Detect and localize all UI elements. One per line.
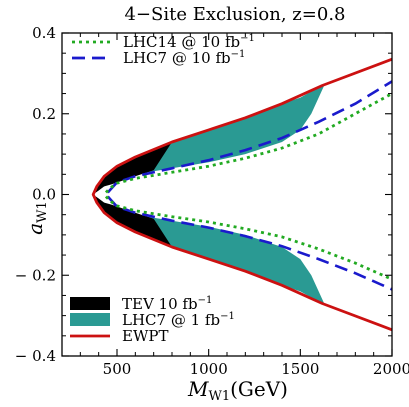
plot-frame xyxy=(61,32,393,357)
tev-10fb-band-upper xyxy=(94,142,172,194)
legend-bottom-2-label-text: EWPT xyxy=(122,327,168,345)
legend-top-0-label-text: LHC14 @ 10 fb xyxy=(123,33,240,51)
x-tick-label: 500 xyxy=(103,360,132,378)
lhc14-10fb-line-lower xyxy=(104,195,393,281)
x-axis-label-main: M xyxy=(187,377,209,401)
legend-top-1-label: LHC7 @ 10 fb−1 xyxy=(123,49,245,67)
chart-title: 4−Site Exclusion, z=0.8 xyxy=(124,4,345,25)
y-tick-label: 0.2 xyxy=(32,105,56,123)
legend-top-0-label-sup: −1 xyxy=(240,33,255,44)
axis-ticks: 500 1000 1500 2000 − 0.4 − 0.2 0.0 0.2 0.4 xyxy=(15,24,409,378)
x-axis-label-unit: (GeV) xyxy=(230,377,288,401)
legend-bottom-2-label: EWPT xyxy=(122,327,168,345)
y-axis-label: aW1 xyxy=(23,201,50,235)
lhc7-10fb-line-upper xyxy=(106,80,393,194)
legend-bottom-1-swatch xyxy=(70,313,110,326)
legend-bottom-1-label-sup: −1 xyxy=(220,311,235,322)
legend-bottom-1-label-text: LHC7 @ 1 fb xyxy=(122,311,220,329)
legend-top-0-label: LHC14 @ 10 fb−1 xyxy=(123,33,255,51)
legend-bottom-0-label-text: TEV 10 fb xyxy=(122,295,198,313)
legend-top-1-label-text: LHC7 @ 10 fb xyxy=(123,49,231,67)
x-axis-label-sub: W1 xyxy=(208,389,230,404)
lhc14-10fb-line-upper xyxy=(104,92,393,194)
x-tick-label: 1000 xyxy=(190,360,228,378)
y-tick-label: 0.4 xyxy=(32,24,56,42)
legend-bottom-0-swatch xyxy=(70,297,110,310)
x-tick-label: 2000 xyxy=(373,360,409,378)
y-tick-label: − 0.4 xyxy=(15,347,56,365)
x-axis-label: MW1(GeV) xyxy=(187,377,288,404)
lhc7-10fb-line-lower xyxy=(106,195,393,291)
y-tick-label: 0.0 xyxy=(32,186,56,204)
plot-lines xyxy=(91,57,393,332)
legend-top-1-label-sup: −1 xyxy=(231,49,246,60)
ewpt-line xyxy=(91,57,393,332)
legend-bottom-0-label-sup: −1 xyxy=(198,295,213,306)
legend-bottom-1-label: LHC7 @ 1 fb−1 xyxy=(122,311,235,329)
y-axis-label-main: a xyxy=(23,223,47,235)
legend-bottom-0-label: TEV 10 fb−1 xyxy=(122,295,212,313)
y-tick-label: − 0.2 xyxy=(15,266,56,284)
x-tick-label: 1500 xyxy=(281,360,319,378)
tev-10fb-band-lower xyxy=(94,195,172,247)
plot-fills xyxy=(94,85,325,304)
y-axis-label-sub: W1 xyxy=(35,201,50,223)
